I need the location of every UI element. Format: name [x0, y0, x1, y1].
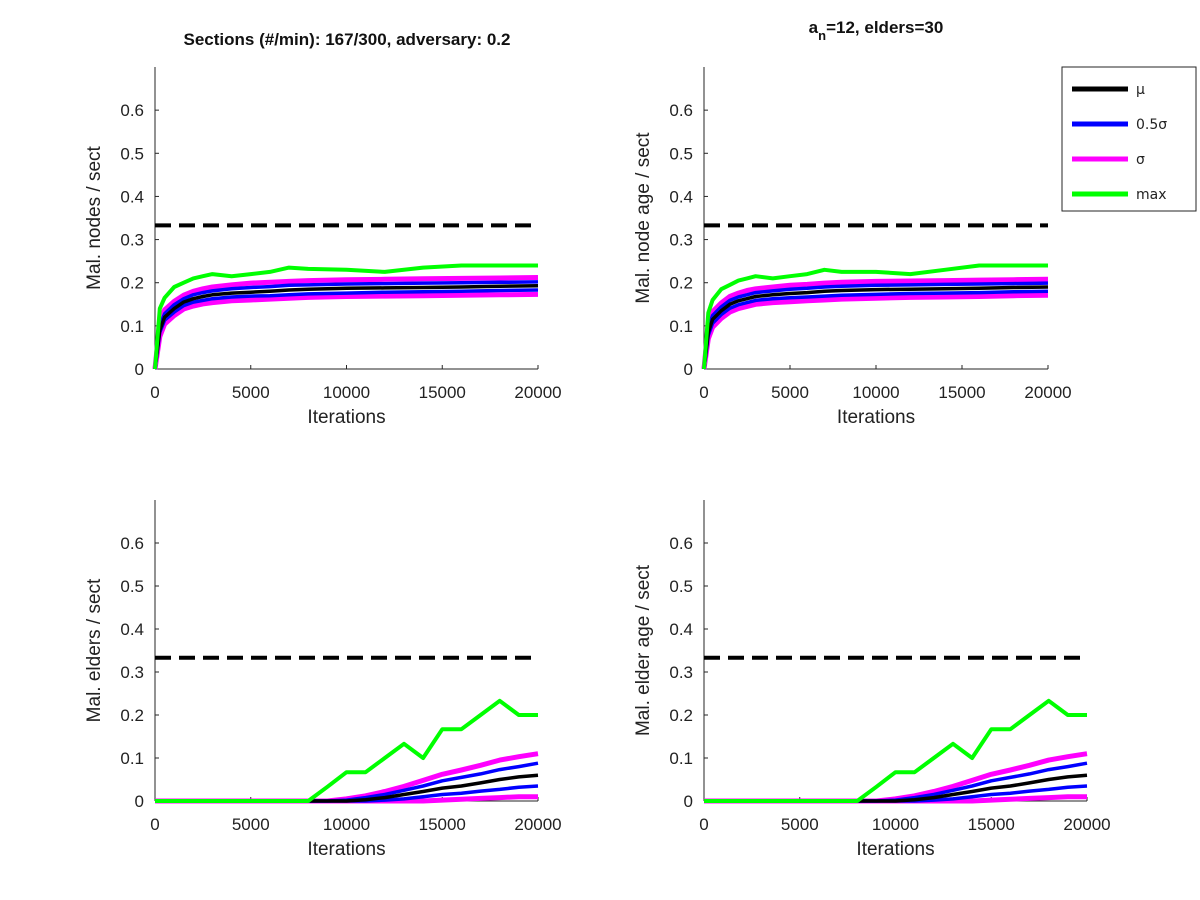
y-tick-label: 0.4	[669, 620, 693, 639]
series-line-sigma	[152, 291, 539, 370]
y-tick-label: 0	[684, 792, 693, 811]
y-tick-label: 0.5	[669, 577, 693, 596]
x-tick-label: 0	[150, 815, 159, 834]
x-tick-label: 20000	[1063, 815, 1110, 834]
y-tick-label: 0.4	[120, 187, 144, 206]
series-line-half-sigma	[153, 288, 539, 370]
series-line-half-sigma	[702, 281, 1049, 370]
x-tick-label: 5000	[232, 815, 270, 834]
series-line-half-sigma	[702, 289, 1049, 370]
x-axis-label: Iterations	[307, 407, 385, 428]
series-line-mu	[704, 773, 1088, 803]
y-tick-label: 0.3	[669, 663, 693, 682]
legend: μ 0.5σ σ max	[1061, 66, 1197, 212]
series-line-sigma	[701, 276, 1049, 370]
y-tick-label: 0.3	[669, 231, 693, 250]
y-tick-label: 0.2	[669, 706, 693, 725]
y-tick-label: 0.2	[120, 706, 144, 725]
x-tick-label: 5000	[771, 383, 809, 402]
x-tick-label: 15000	[419, 383, 466, 402]
x-tick-label: 10000	[852, 383, 899, 402]
x-tick-label: 0	[699, 815, 708, 834]
series-line-max	[702, 263, 1048, 370]
x-tick-label: 20000	[514, 383, 561, 402]
y-tick-label: 0.5	[120, 577, 144, 596]
y-tick-label: 0.2	[669, 274, 693, 293]
x-tick-label: 10000	[872, 815, 919, 834]
series-line-sigma	[704, 751, 1088, 804]
title-right-subscript: n	[818, 28, 826, 43]
x-tick-label: 0	[699, 383, 708, 402]
subplot-3: 0 0.1 0.2 0.3 0.4 0.5 0.6 0 5000 10000 15000 20000 I…	[84, 500, 562, 860]
x-tick-label: 20000	[514, 815, 561, 834]
x-tick-label: 20000	[1024, 383, 1071, 402]
x-tick-label: 10000	[323, 815, 370, 834]
series-line-half-sigma	[153, 280, 539, 370]
y-tick-label: 0.6	[120, 534, 144, 553]
x-tick-label: 15000	[419, 815, 466, 834]
x-axis-label: Iterations	[837, 407, 915, 428]
y-tick-label: 0.2	[120, 274, 144, 293]
subplot-4: 0 0.1 0.2 0.3 0.4 0.5 0.6 0 5000 10000 15000 20000 I…	[633, 500, 1111, 860]
title-left: Sections (#/min): 167/300, adversary: 0.…	[184, 30, 511, 49]
series-line-sigma	[701, 292, 1049, 370]
y-tick-label: 0	[135, 360, 144, 379]
legend-label: 0.5σ	[1136, 117, 1167, 133]
subplot-1: 0 0.1 0.2 0.3 0.4 0.5 0.6 0 5000 10000 15000 20000 I…	[84, 67, 562, 428]
y-tick-label: 0.3	[120, 663, 144, 682]
y-axis-label: Mal. elder age / sect	[633, 564, 654, 736]
y-tick-label: 0.4	[120, 620, 144, 639]
series-line-max	[704, 698, 1087, 803]
y-tick-label: 0.5	[669, 144, 693, 163]
series-line-mu	[153, 283, 539, 370]
y-tick-label: 0.1	[120, 749, 144, 768]
y-tick-label: 0.1	[669, 749, 693, 768]
legend-label: σ	[1136, 152, 1145, 168]
x-axis-label: Iterations	[307, 839, 385, 860]
x-tick-label: 5000	[232, 383, 270, 402]
series-line-sigma	[155, 751, 539, 804]
y-tick-label: 0.6	[669, 101, 693, 120]
series-line-sigma	[152, 275, 539, 370]
x-axis-label: Iterations	[856, 839, 934, 860]
y-tick-label: 0.3	[120, 231, 144, 250]
series-line-max	[155, 698, 538, 803]
y-tick-label: 0.6	[669, 534, 693, 553]
x-tick-label: 15000	[938, 383, 985, 402]
series-line-max	[153, 263, 538, 370]
y-tick-label: 0.1	[120, 317, 144, 336]
x-tick-label: 5000	[781, 815, 819, 834]
y-axis-label: Mal. node age / sect	[633, 132, 654, 304]
x-tick-label: 0	[150, 383, 159, 402]
legend-label: μ	[1136, 82, 1145, 98]
series-line-mu	[702, 285, 1049, 370]
y-tick-label: 0	[135, 792, 144, 811]
title-right-rest: =12, elders=30	[826, 18, 943, 37]
title-right-a: a	[809, 18, 819, 37]
x-tick-label: 10000	[323, 383, 370, 402]
y-tick-label: 0.1	[669, 317, 693, 336]
y-tick-label: 0.4	[669, 187, 693, 206]
title-right: an=12, elders=30	[809, 18, 944, 43]
subplot-2: 0 0.1 0.2 0.3 0.4 0.5 0.6 0 5000 10000 15000 20000 I…	[633, 67, 1072, 428]
y-tick-label: 0	[684, 360, 693, 379]
subplots-group: 0 0.1 0.2 0.3 0.4 0.5 0.6 0 5000 10000 15000 20000 I…	[84, 67, 1111, 860]
legend-label: max	[1136, 187, 1167, 203]
x-tick-label: 15000	[968, 815, 1015, 834]
y-axis-label: Mal. nodes / sect	[84, 145, 105, 289]
y-tick-label: 0.5	[120, 144, 144, 163]
series-line-mu	[155, 773, 539, 803]
y-tick-label: 0.6	[120, 101, 144, 120]
y-axis-label: Mal. elders / sect	[84, 578, 105, 722]
